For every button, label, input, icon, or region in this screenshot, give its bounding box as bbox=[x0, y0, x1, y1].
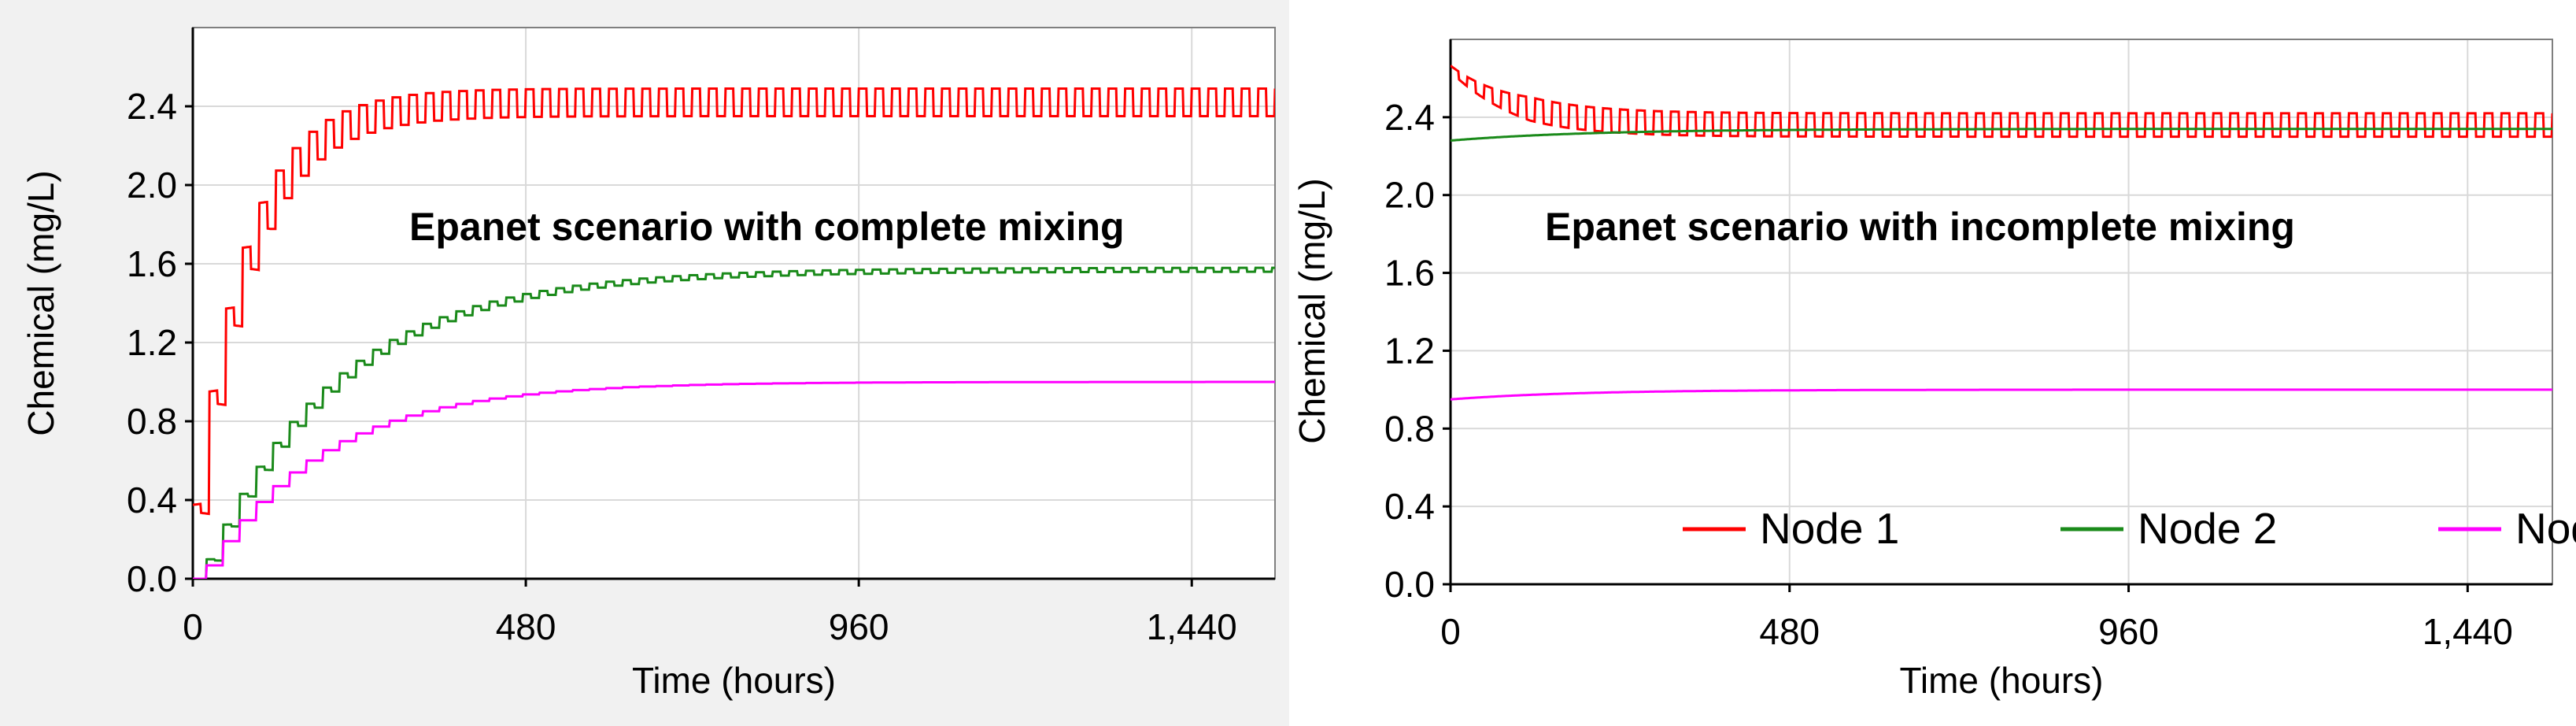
y-tick-label: 0.8 bbox=[127, 401, 177, 442]
series-line-node-1 bbox=[1451, 65, 2552, 139]
legend-label: Node 2 bbox=[2138, 504, 2277, 553]
y-tick-label: 1.6 bbox=[127, 243, 177, 284]
y-tick-label: 1.2 bbox=[127, 322, 177, 363]
y-tick-label: 0.4 bbox=[1384, 486, 1435, 527]
y-tick-label: 0.8 bbox=[1384, 408, 1435, 449]
right-chart-panel: 0 480 960 1,440 0.0 0.4 0.8 1.2 1.6 2.0 2.4 Time (h… bbox=[1289, 0, 2576, 726]
y-tick-label: 2.0 bbox=[1384, 175, 1435, 216]
series-line-node-3 bbox=[193, 380, 1275, 579]
series-line-node-2 bbox=[1451, 128, 2552, 142]
y-tick-label: 2.0 bbox=[127, 165, 177, 206]
legend-label: Node 1 bbox=[1760, 504, 1899, 553]
y-tick-label: 1.2 bbox=[1384, 330, 1435, 371]
legend-label: Node 3 bbox=[2515, 504, 2576, 553]
y-axis-title: Chemical (mg/L) bbox=[20, 170, 61, 435]
series-line-node-2 bbox=[193, 266, 1275, 579]
plot-area bbox=[193, 28, 1275, 579]
right-chart: 0 480 960 1,440 0.0 0.4 0.8 1.2 1.6 2.0 2.4 Time (h… bbox=[1292, 39, 2576, 701]
scenario-annotation: Epanet scenario with incomplete mixing bbox=[1545, 205, 2295, 249]
x-tick-label: 1,440 bbox=[1147, 606, 1237, 647]
y-axis-title: Chemical (mg/L) bbox=[1292, 178, 1332, 443]
y-tick-label: 0.4 bbox=[127, 480, 177, 520]
x-axis-title: Time (hours) bbox=[632, 660, 836, 701]
x-axis-title: Time (hours) bbox=[1900, 660, 2104, 701]
scenario-annotation: Epanet scenario with complete mixing bbox=[409, 205, 1125, 249]
y-tick-label: 1.6 bbox=[1384, 253, 1435, 294]
x-tick-label: 480 bbox=[496, 606, 556, 647]
left-chart-panel: 0 480 960 1,440 0.0 0.4 0.8 1.2 1.6 2.0 2.4 Time (h… bbox=[0, 0, 1289, 726]
y-tick-label: 2.4 bbox=[127, 86, 177, 127]
x-tick-label: 480 bbox=[1759, 611, 1820, 652]
x-tick-label: 0 bbox=[1440, 611, 1461, 652]
y-tick-label: 0.0 bbox=[1384, 564, 1435, 605]
y-tick-label: 0.0 bbox=[127, 558, 177, 599]
x-tick-label: 960 bbox=[2098, 611, 2159, 652]
x-tick-label: 960 bbox=[829, 606, 889, 647]
left-chart: 0 480 960 1,440 0.0 0.4 0.8 1.2 1.6 2.0 2.4 Time (h… bbox=[20, 27, 1276, 701]
x-tick-label: 0 bbox=[183, 606, 203, 647]
y-tick-label: 2.4 bbox=[1384, 97, 1435, 138]
series-line-node-3 bbox=[1451, 388, 2552, 401]
x-tick-label: 1,440 bbox=[2423, 611, 2513, 652]
series-line-node-1 bbox=[193, 87, 1275, 516]
